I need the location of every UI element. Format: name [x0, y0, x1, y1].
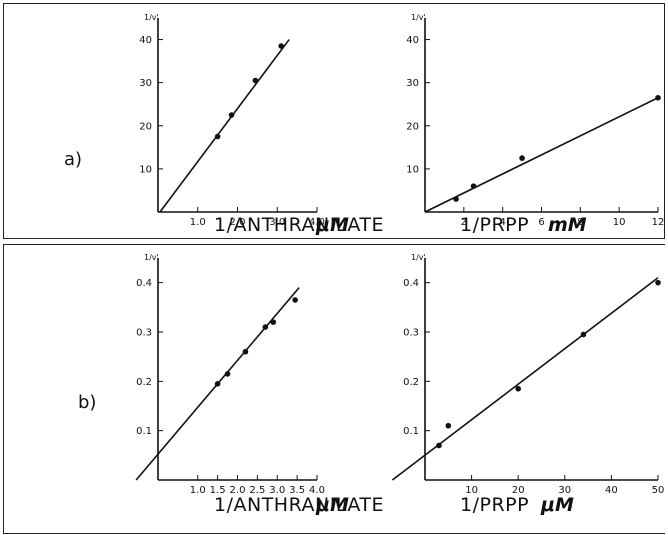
x-axis-label: 1/ANTHRANILATE — [214, 214, 384, 236]
x-tick-label: 6 — [538, 217, 544, 228]
x-axis-label: 1/PRPP — [460, 494, 529, 516]
data-point — [262, 324, 269, 330]
data-point — [655, 279, 661, 286]
fit-line — [159, 39, 290, 213]
data-point — [445, 422, 452, 429]
data-point — [580, 331, 587, 338]
data-point — [278, 43, 285, 49]
y-tick-label: 0.3 — [403, 328, 419, 339]
x-tick-label: 4.0 — [309, 217, 325, 228]
data-point — [655, 94, 661, 101]
data-point — [519, 155, 525, 161]
x-axis-unit: μM — [315, 494, 349, 516]
x-axis-label: 1/ANTHRANILATE — [214, 494, 384, 516]
y-tick-label: 0.2 — [403, 377, 419, 388]
x-tick-label: 12 — [652, 217, 665, 228]
y-tick-label: 30 — [139, 78, 152, 89]
data-point — [228, 112, 235, 118]
x-tick-label: 20 — [512, 485, 525, 496]
fit-line — [424, 97, 659, 213]
plot-4: 0.1 0.2 0.3 0.4 10 20 30 40 50 1/v' 1/PRPP μM — [391, 253, 665, 516]
panel-label-b: b) — [78, 392, 96, 413]
x-tick-label: 30 — [558, 485, 571, 496]
x-tick-label: 2.5 — [249, 485, 265, 496]
panel-label-a: a) — [64, 149, 82, 170]
y-tick-label: 20 — [406, 121, 419, 132]
x-axis-unit: mM — [548, 214, 587, 236]
x-axis-unit: μM — [540, 494, 574, 516]
x-tick-label: 50 — [652, 485, 665, 496]
data-point — [214, 381, 221, 387]
x-tick-label: 2.0 — [230, 217, 246, 228]
y-tick-label: 0.4 — [136, 278, 152, 289]
x-tick-label: 10 — [613, 217, 626, 228]
y-axis-label: 1/v' — [144, 13, 159, 22]
y-tick-label: 40 — [139, 35, 152, 46]
data-point — [436, 442, 442, 449]
data-point — [515, 385, 521, 392]
data-point — [214, 133, 221, 140]
x-axis-unit: μM — [315, 214, 349, 236]
data-point — [252, 77, 259, 84]
data-point — [224, 371, 231, 377]
x-axis-label: 1/PRPP — [460, 214, 529, 236]
x-tick-label: 10 — [465, 485, 478, 496]
y-tick-label: 30 — [406, 78, 419, 89]
plot-2: 10 20 30 40 2 4 6 8 10 12 1/v' 1/PRPP mM — [406, 13, 664, 236]
x-tick-label: 1.0 — [190, 485, 206, 496]
x-tick-label: 1.0 — [190, 217, 206, 228]
panel-a-frame — [3, 3, 665, 239]
x-tick-label: 2 — [461, 217, 467, 228]
data-point — [292, 297, 298, 303]
y-tick-label: 20 — [139, 121, 152, 132]
y-axis-label: 1/v' — [411, 253, 426, 262]
data-point — [470, 183, 477, 189]
y-axis-label: 1/v' — [411, 13, 426, 22]
y-axis-label: 1/v' — [144, 253, 159, 262]
data-point — [270, 319, 277, 325]
x-tick-label: 3.0 — [269, 485, 285, 496]
y-tick-label: 0.4 — [403, 278, 419, 289]
x-tick-label: 4.0 — [309, 485, 325, 496]
x-tick-label: 1.5 — [210, 485, 226, 496]
data-point — [453, 196, 459, 202]
x-tick-label: 8 — [577, 217, 583, 228]
y-tick-label: 0.1 — [136, 426, 152, 437]
y-tick-label: 0.3 — [136, 328, 152, 339]
y-tick-label: 0.1 — [403, 426, 419, 437]
y-tick-label: 10 — [139, 164, 152, 175]
fit-line — [391, 277, 659, 481]
data-point — [242, 348, 249, 355]
y-tick-label: 10 — [406, 164, 419, 175]
y-tick-label: 0.2 — [136, 377, 152, 388]
y-tick-label: 40 — [406, 35, 419, 46]
x-tick-label: 2.0 — [230, 485, 246, 496]
plot-3: 0.1 0.2 0.3 0.4 1.0 1.5 2.0 2.5 3.0 3.5 4.0 1/v' 1/A… — [135, 253, 384, 516]
x-tick-label: 4 — [499, 217, 505, 228]
x-tick-label: 3.5 — [289, 485, 305, 496]
x-tick-label: 3.0 — [269, 217, 285, 228]
panel-b-frame — [3, 244, 665, 534]
x-tick-label: 40 — [605, 485, 618, 496]
